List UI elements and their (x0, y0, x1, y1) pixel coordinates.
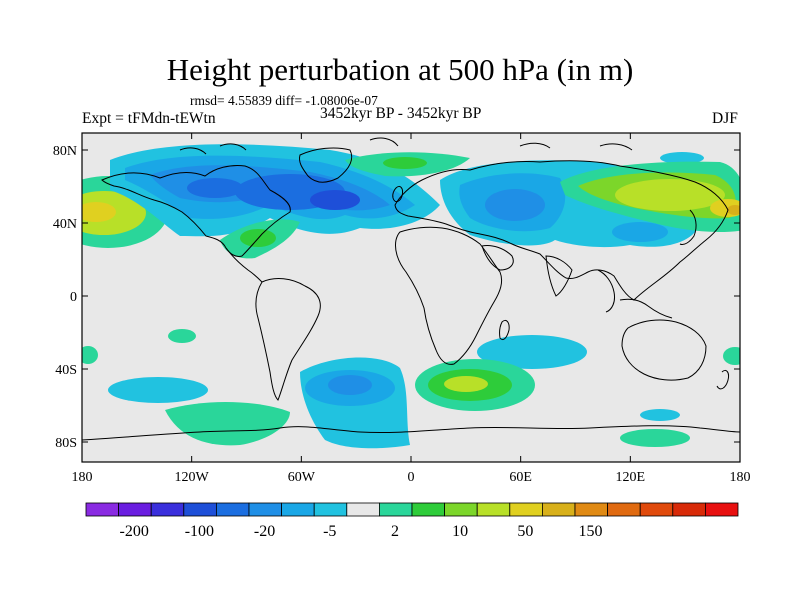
coastline-japan (679, 209, 697, 245)
anomaly-region (444, 376, 488, 392)
colorbar-swatch (118, 502, 152, 517)
colorbar: -200 -100 -20 -5 2 10 50 150 (85, 502, 739, 540)
coastline-new-zealand (716, 369, 729, 390)
anomaly-region (660, 152, 704, 164)
anomaly-region (485, 189, 545, 221)
coastline-southeast-asia (597, 269, 673, 319)
colorbar-swatch (281, 502, 315, 517)
colorbar-label: 2 (391, 523, 399, 540)
lon-tick-label: 120E (616, 470, 646, 485)
anomaly-region (640, 409, 680, 421)
colorbar-label: -200 (119, 523, 148, 540)
lat-tick-label: 40S (55, 363, 77, 378)
colorbar-swatch (248, 502, 282, 517)
lon-tick-label: 180 (730, 470, 751, 485)
anomaly-region (615, 179, 725, 211)
lon-tick-label: 180 (72, 470, 93, 485)
colorbar-swatch (509, 502, 543, 517)
lat-tick-label: 80S (55, 436, 77, 451)
coastline-arabia (481, 245, 514, 271)
coastline-antarctica (82, 425, 740, 441)
colorbar-swatch (639, 502, 674, 517)
colorbar-label: 50 (517, 523, 533, 540)
colorbar-swatch (411, 502, 445, 517)
axis-ticks: 80N 40N 0 40S 80S 180 120W 60W 0 60E 120E 180 (53, 133, 751, 485)
coastline-europe-asia (394, 160, 729, 301)
coastline-arctic-islands (179, 137, 633, 155)
colorbar-swatch (542, 502, 576, 517)
anomaly-region (383, 157, 427, 169)
colorbar-swatch (150, 502, 185, 517)
experiment-label: Expt = tFMdn-tEWtn (82, 110, 216, 127)
anomaly-region (165, 401, 290, 446)
colorbar-swatch (705, 502, 739, 517)
anomaly-region (612, 222, 668, 242)
coastlines (82, 137, 740, 441)
contour-fills (82, 144, 740, 449)
lat-tick-label: 0 (70, 290, 77, 305)
map-title: Height perturbation at 500 hPa (in m) (166, 52, 634, 87)
anomaly-region (310, 190, 360, 210)
colorbar-swatch (215, 502, 250, 517)
colorbar-swatch (607, 502, 641, 517)
anomaly-region (187, 178, 243, 198)
lat-tick-label: 40N (53, 217, 77, 232)
colorbar-swatch (85, 502, 119, 517)
period-label: 3452kyr BP - 3452kyr BP (320, 105, 482, 122)
coastline-north-america (101, 165, 291, 257)
anomaly-region (82, 202, 116, 222)
colorbar-label: 150 (579, 523, 603, 540)
colorbar-swatch (476, 502, 511, 517)
anomaly-region (108, 377, 208, 403)
colorbar-swatch (313, 502, 348, 517)
lat-tick-label: 80N (53, 144, 77, 159)
colorbar-swatch (378, 502, 413, 517)
colorbar-label: -20 (254, 523, 275, 540)
season-label: DJF (712, 110, 738, 127)
coastline-madagascar (499, 319, 510, 341)
lon-tick-label: 60E (509, 470, 532, 485)
lon-tick-label: 60W (288, 470, 316, 485)
colorbar-swatch (183, 502, 217, 517)
anomaly-region (328, 375, 372, 395)
colorbar-swatch (346, 502, 380, 517)
lon-tick-label: 0 (408, 470, 415, 485)
anomaly-region (620, 429, 690, 447)
lon-tick-label: 120W (175, 470, 210, 485)
coastline-australia (621, 319, 707, 381)
anomaly-region (727, 205, 740, 215)
colorbar-label: -100 (185, 523, 214, 540)
anomaly-region (723, 347, 740, 365)
anomaly-region (477, 335, 587, 369)
colorbar-label: 10 (452, 523, 468, 540)
colorbar-swatch (574, 502, 608, 517)
colorbar-swatch (444, 502, 478, 517)
colorbar-swatch (672, 502, 706, 517)
coastline-india (545, 255, 573, 297)
coastline-greenland (299, 147, 353, 183)
coastline-africa (395, 226, 503, 365)
colorbar-label: -5 (323, 523, 336, 540)
coastline-south-america (255, 278, 321, 401)
rmsd-stats: rmsd= 4.55839 diff= -1.08006e-07 (190, 93, 378, 108)
coastline-central-america (225, 247, 263, 283)
anomaly-region (168, 329, 196, 343)
coastline-british-isles (392, 185, 403, 203)
anomaly-region (82, 346, 98, 364)
